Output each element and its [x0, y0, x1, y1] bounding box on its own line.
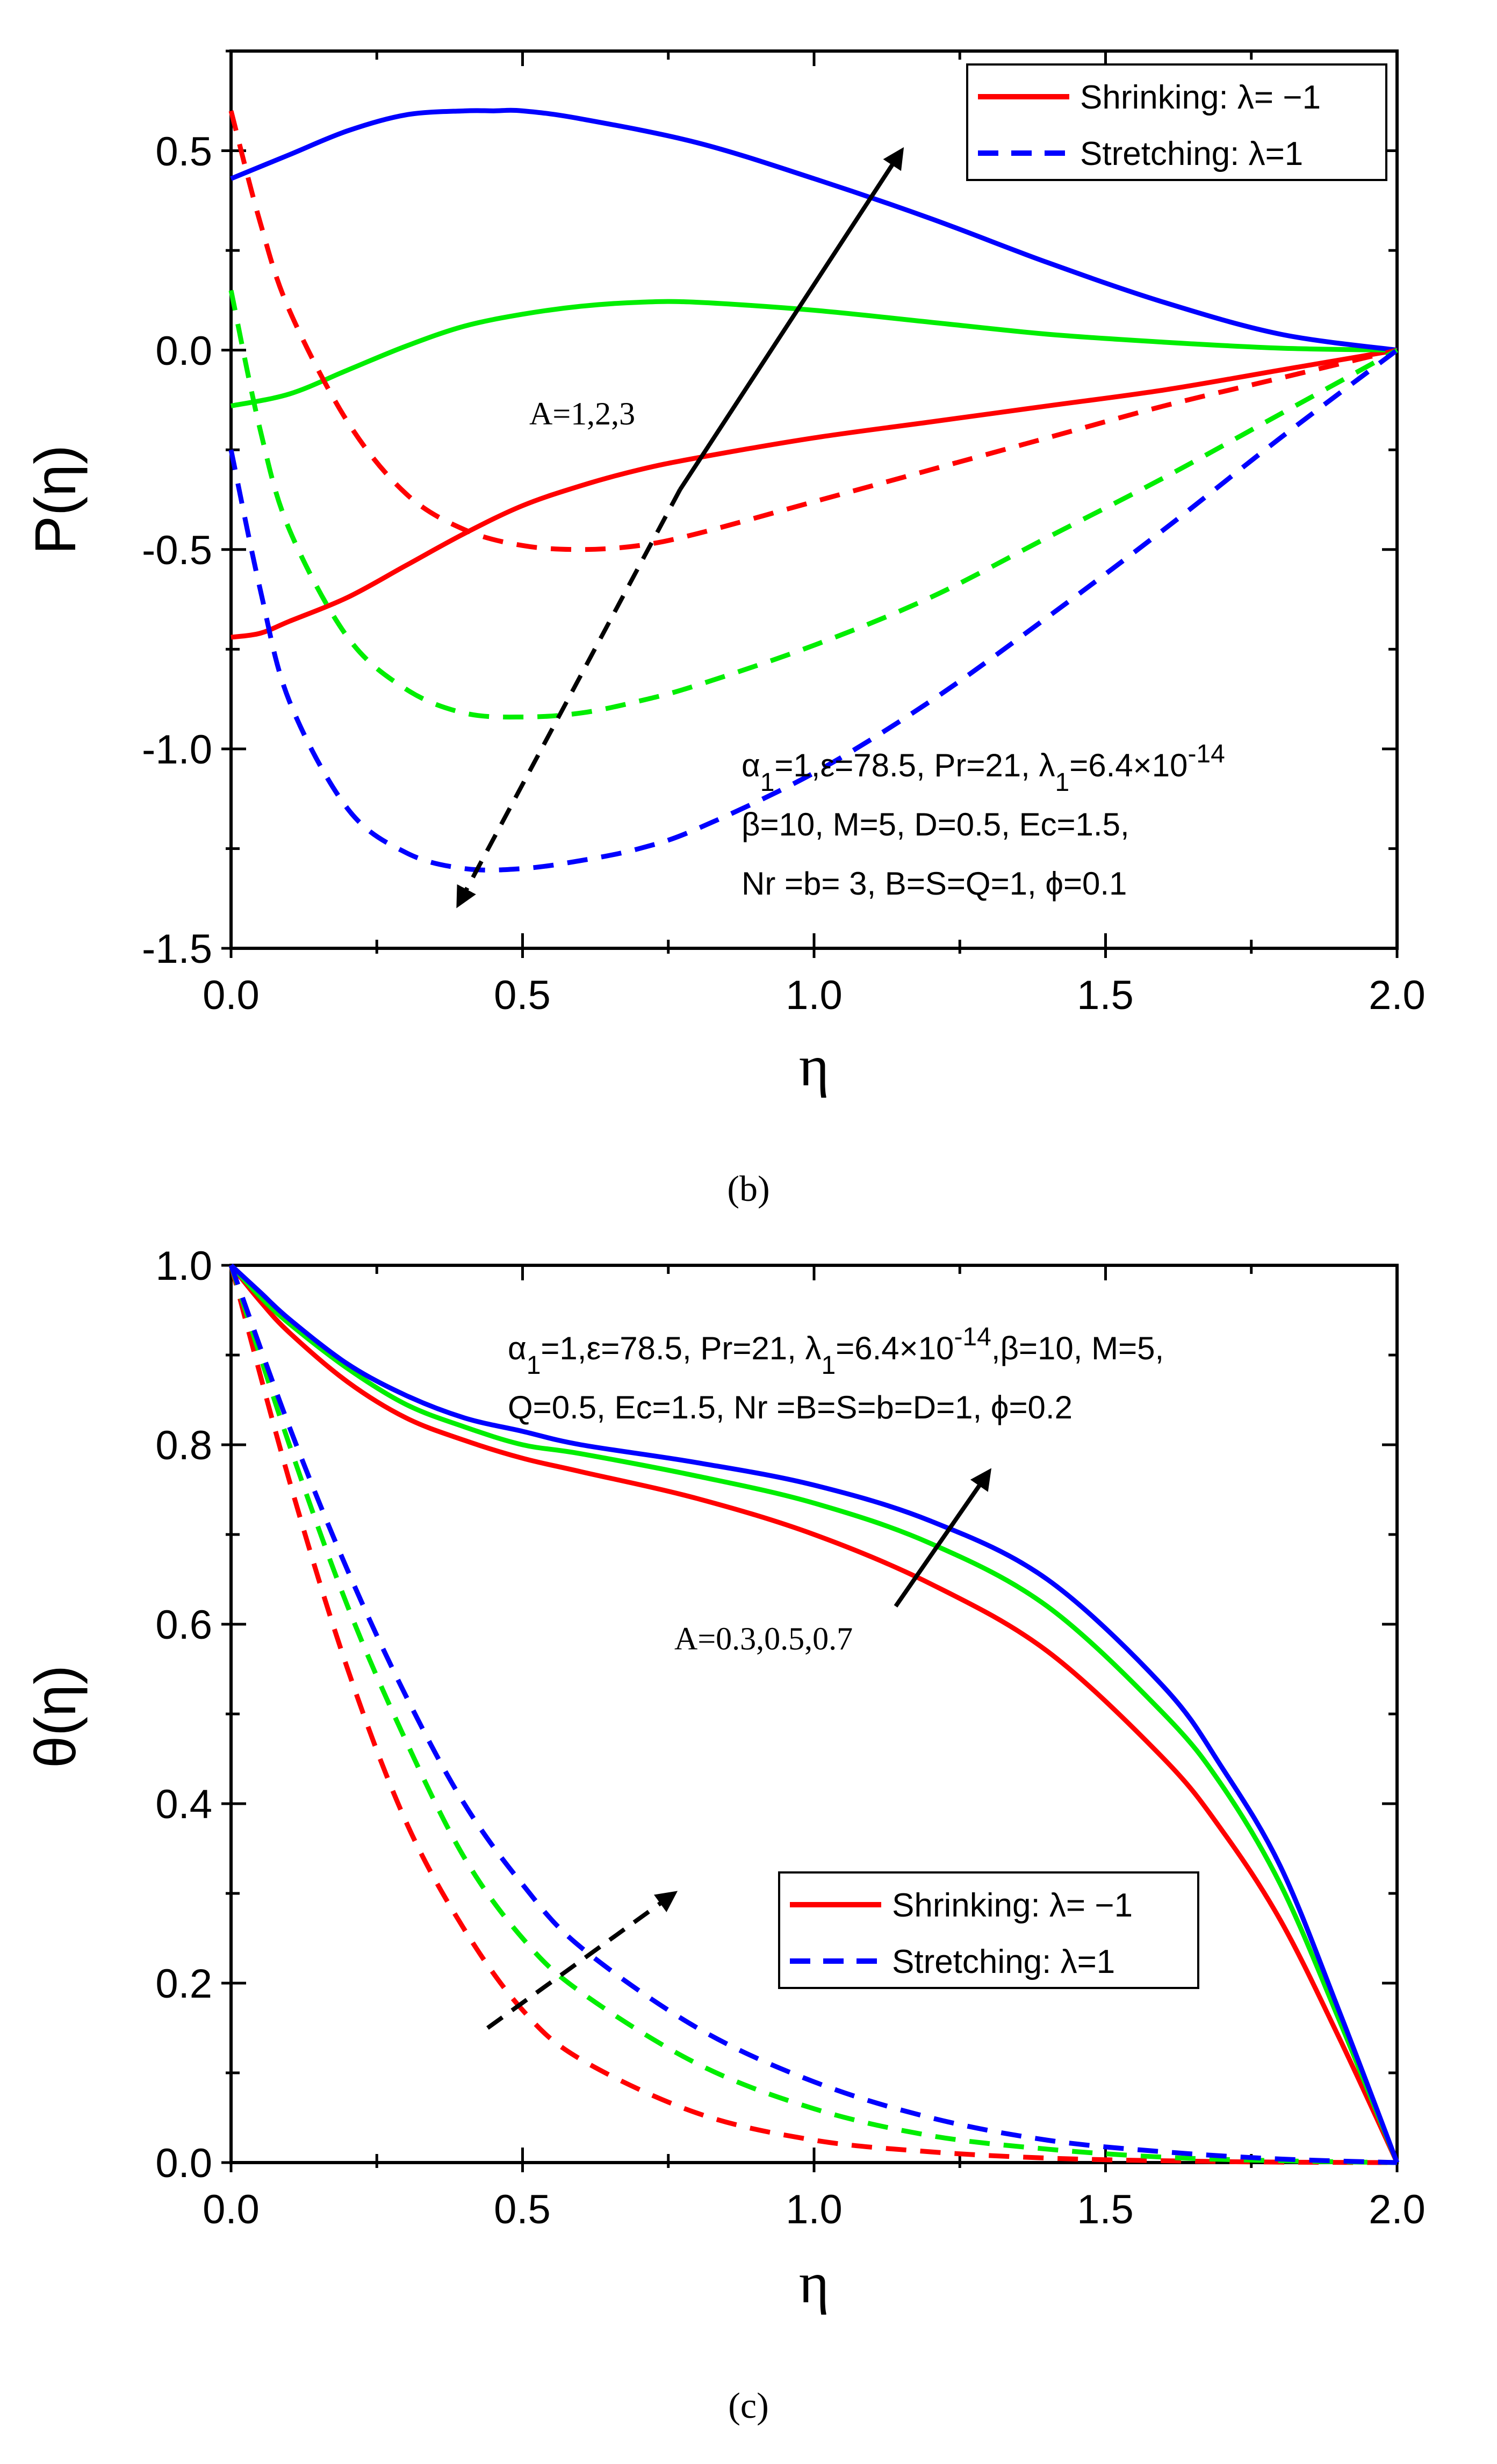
series-line — [228, 1264, 1398, 2165]
trend-arrow — [456, 488, 682, 909]
legend-box — [966, 63, 1387, 181]
y-tick-label: 0.0 — [155, 2141, 212, 2186]
series-line — [229, 1263, 1400, 2164]
panel-b: 0.5 0.0 -0.5 -1.0 -1.5 0.0 0.5 1.0 1.5 2… — [23, 49, 1426, 1209]
legend-b: Shrinking: λ= −1 Stretching: λ=1 — [966, 63, 1387, 181]
x-tick-label: 0.0 — [203, 2187, 260, 2232]
param-annotation: β=10, M=5, D=0.5, Ec=1.5, — [742, 806, 1129, 842]
x-axis-label-c: η — [799, 2251, 829, 2315]
series-line — [229, 1263, 1400, 2164]
series-line — [228, 290, 1399, 720]
param-annotation: α1=1,ε=78.5, Pr=21, λ1=6.4×10-14,β=10, M… — [508, 1323, 1164, 1380]
y-tick-label: 0.5 — [155, 129, 212, 175]
y-tick-label: 0.6 — [155, 1602, 212, 1648]
x-tick-label: 1.5 — [1077, 972, 1134, 1018]
x-tick-label: 0.0 — [203, 972, 260, 1018]
trend-arrow — [894, 1468, 992, 1608]
x-tick-label: 0.5 — [494, 2187, 551, 2232]
param-annotation: Q=0.5, Ec=1.5, Nr =B=S=b=D=1, ϕ=0.2 — [508, 1389, 1073, 1425]
caption-b: (b) — [727, 1168, 769, 1209]
x-tick-label: 0.5 — [494, 972, 551, 1018]
y-axis-label-b: P(η) — [23, 445, 88, 554]
arrow-label-c: A=0.3,0.5,0.7 — [674, 1621, 853, 1656]
legend-label: Shrinking: λ= −1 — [892, 1887, 1133, 1924]
param-annotation: α1=1,ε=78.5, Pr=21, λ1=6.4×10-14 — [742, 740, 1225, 797]
y-tick-label: -1.0 — [142, 727, 212, 773]
y-axis-label-c: θ(η) — [23, 1665, 88, 1768]
series-line — [231, 299, 1398, 408]
legend-c: Shrinking: λ= −1 Stretching: λ=1 — [778, 1871, 1199, 1989]
series-line — [228, 1264, 1398, 2165]
x-tick-label: 1.0 — [786, 2187, 843, 2232]
panel-c: 1.0 0.8 0.6 0.4 0.2 0.0 0.0 0.5 1.0 1.5 … — [23, 1243, 1426, 2426]
series-line — [231, 348, 1398, 640]
trend-arrow — [486, 1891, 678, 2030]
param-annotation: Nr =b= 3, B=S=Q=1, ϕ=0.1 — [742, 866, 1127, 902]
ticks-b — [221, 49, 1399, 958]
series-b — [228, 107, 1399, 873]
series-line — [228, 348, 1399, 873]
legend-box — [778, 1871, 1199, 1989]
params-c: α1=1,ε=78.5, Pr=21, λ1=6.4×10-14,β=10, M… — [508, 1323, 1164, 1426]
x-tick-label: 2.0 — [1369, 972, 1426, 1018]
y-tick-label: 0.2 — [155, 1961, 212, 2007]
caption-c: (c) — [728, 2385, 768, 2426]
arrows-c — [486, 1468, 992, 2030]
trend-arrow — [678, 147, 904, 491]
x-tick-label: 1.0 — [786, 972, 843, 1018]
x-axis-label-b: η — [799, 1034, 829, 1098]
params-b: α1=1,ε=78.5, Pr=21, λ1=6.4×10-14 β=10, M=… — [742, 740, 1225, 902]
arrow-label-b: A=1,2,3 — [529, 396, 635, 431]
legend-label: Stretching: λ=1 — [892, 1943, 1115, 1980]
series-line — [228, 110, 1398, 552]
y-tick-label: 0.0 — [155, 328, 212, 374]
y-tick-label: 0.8 — [155, 1423, 212, 1468]
y-tick-label: -1.5 — [142, 926, 212, 972]
x-tick-labels-c: 0.0 0.5 1.0 1.5 2.0 — [203, 2187, 1426, 2232]
series-line — [229, 1264, 1400, 2164]
x-tick-label: 2.0 — [1369, 2187, 1426, 2232]
y-tick-label: 0.4 — [155, 1782, 212, 1827]
legend-label: Stretching: λ=1 — [1080, 135, 1303, 172]
y-tick-labels-c: 1.0 0.8 0.6 0.4 0.2 0.0 — [155, 1243, 212, 2186]
x-tick-label: 1.5 — [1077, 2187, 1134, 2232]
series-line — [230, 107, 1398, 353]
y-tick-label: -0.5 — [142, 528, 212, 573]
y-tick-labels-b: 0.5 0.0 -0.5 -1.0 -1.5 — [142, 129, 212, 972]
arrows-b — [456, 147, 904, 909]
series-c — [228, 1263, 1400, 2165]
x-tick-labels-b: 0.0 0.5 1.0 1.5 2.0 — [203, 972, 1426, 1018]
y-tick-label: 1.0 — [155, 1243, 212, 1289]
legend-label: Shrinking: λ= −1 — [1080, 79, 1321, 116]
series-line — [228, 1264, 1398, 2165]
